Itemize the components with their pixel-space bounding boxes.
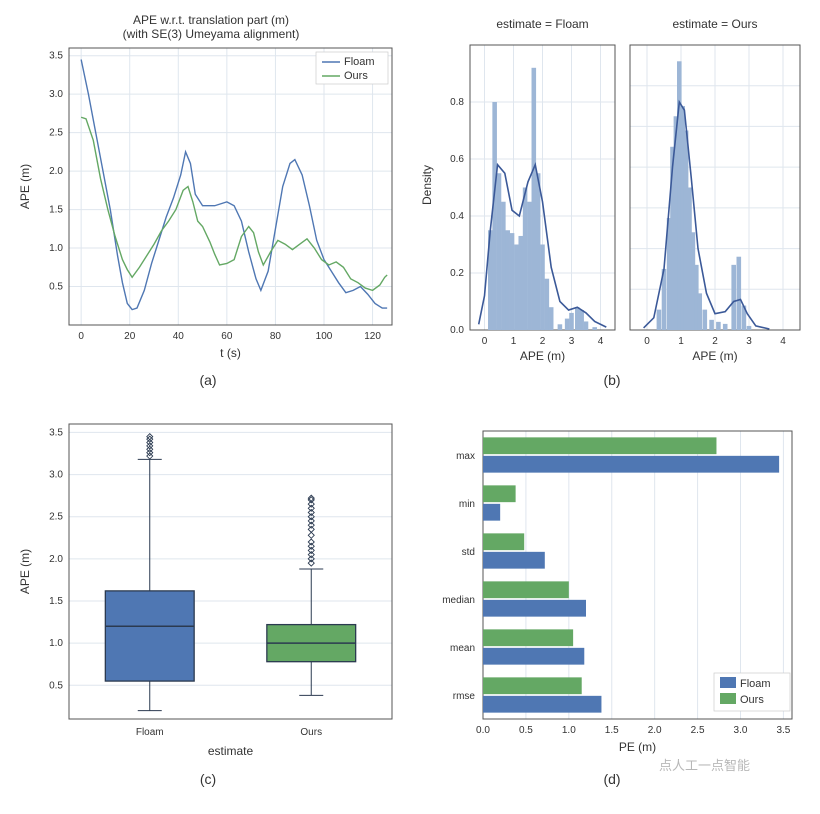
svg-text:3: 3 <box>568 336 574 347</box>
svg-text:rmse: rmse <box>452 691 475 702</box>
svg-text:100: 100 <box>315 331 332 342</box>
svg-text:2.5: 2.5 <box>49 512 63 523</box>
chart-grid: APE w.r.t. translation part (m)(with SE(… <box>10 10 810 800</box>
svg-text:min: min <box>458 499 474 510</box>
caption-b: (b) <box>603 372 620 388</box>
svg-text:2.0: 2.0 <box>49 166 63 177</box>
svg-text:1: 1 <box>678 336 684 347</box>
svg-text:1.5: 1.5 <box>49 205 63 216</box>
svg-text:1.0: 1.0 <box>561 725 575 736</box>
svg-text:Floam: Floam <box>135 727 163 738</box>
svg-text:APE (m): APE (m) <box>18 549 32 594</box>
svg-text:3.0: 3.0 <box>733 725 747 736</box>
svg-text:max: max <box>456 451 475 462</box>
caption-a: (a) <box>199 372 216 388</box>
svg-text:0: 0 <box>481 336 487 347</box>
svg-text:40: 40 <box>172 331 184 342</box>
svg-text:2.5: 2.5 <box>690 725 704 736</box>
svg-text:0: 0 <box>78 331 84 342</box>
svg-text:2: 2 <box>539 336 545 347</box>
caption-c: (c) <box>200 771 216 787</box>
svg-text:3.5: 3.5 <box>49 427 63 438</box>
svg-text:0.8: 0.8 <box>450 97 464 108</box>
svg-text:2.0: 2.0 <box>647 725 661 736</box>
svg-text:estimate = Floam: estimate = Floam <box>496 17 588 31</box>
panel-c: 0.5 1.0 1.5 2.0 2.5 3.0 3.5 APE (m) estimate Floa… <box>10 409 406 800</box>
svg-text:APE w.r.t. translation part (m: APE w.r.t. translation part (m) <box>132 13 288 27</box>
svg-text:1.5: 1.5 <box>49 596 63 607</box>
svg-text:PE (m): PE (m) <box>618 740 655 754</box>
svg-text:APE (m): APE (m) <box>519 349 564 363</box>
svg-text:Floam: Floam <box>344 56 375 68</box>
hbar-metrics: max min std median mean rmse 0.0 0.5 1.0 1.5 2.0 2.… <box>415 409 810 769</box>
svg-text:2.5: 2.5 <box>49 128 63 139</box>
svg-text:Ours: Ours <box>740 694 764 706</box>
svg-text:1.0: 1.0 <box>49 638 63 649</box>
svg-text:60: 60 <box>221 331 233 342</box>
svg-text:(with SE(3) Umeyama alignment): (with SE(3) Umeyama alignment) <box>122 27 299 41</box>
svg-text:0: 0 <box>644 336 650 347</box>
svg-text:0.5: 0.5 <box>518 725 532 736</box>
svg-text:std: std <box>461 547 474 558</box>
svg-text:2: 2 <box>712 336 718 347</box>
svg-text:80: 80 <box>269 331 281 342</box>
histograms-ape: estimate = Floam 0 1 2 3 4 0.0 0.2 0.4 0.6 0.8 APE … <box>415 10 810 370</box>
panel-a: APE w.r.t. translation part (m)(with SE(… <box>10 10 406 401</box>
svg-text:3.0: 3.0 <box>49 89 63 100</box>
panel-d: max min std median mean rmse 0.0 0.5 1.0 1.5 2.0 2.… <box>414 409 810 800</box>
svg-text:2.0: 2.0 <box>49 554 63 565</box>
svg-text:1.0: 1.0 <box>49 243 63 254</box>
svg-text:0.0: 0.0 <box>450 325 464 336</box>
svg-text:mean: mean <box>449 643 474 654</box>
svg-text:APE (m): APE (m) <box>692 349 737 363</box>
svg-text:0.2: 0.2 <box>450 268 464 279</box>
svg-text:Floam: Floam <box>740 678 771 690</box>
svg-text:3: 3 <box>746 336 752 347</box>
svg-text:4: 4 <box>780 336 786 347</box>
svg-text:Density: Density <box>420 165 434 205</box>
svg-text:median: median <box>442 595 475 606</box>
boxplot-ape: 0.5 1.0 1.5 2.0 2.5 3.0 3.5 APE (m) estimate Floa… <box>11 409 406 769</box>
svg-text:estimate = Ours: estimate = Ours <box>672 17 757 31</box>
svg-text:0.6: 0.6 <box>450 154 464 165</box>
svg-text:120: 120 <box>364 331 381 342</box>
svg-text:0.5: 0.5 <box>49 680 63 691</box>
svg-text:3.0: 3.0 <box>49 470 63 481</box>
svg-text:1.5: 1.5 <box>604 725 618 736</box>
svg-text:Ours: Ours <box>344 70 368 82</box>
svg-text:0.0: 0.0 <box>476 725 490 736</box>
line-chart-ape: APE w.r.t. translation part (m)(with SE(… <box>11 10 406 370</box>
svg-text:APE (m): APE (m) <box>18 164 32 209</box>
svg-text:0.4: 0.4 <box>450 211 464 222</box>
svg-text:Ours: Ours <box>300 727 322 738</box>
svg-text:3.5: 3.5 <box>49 51 63 62</box>
svg-text:3.5: 3.5 <box>776 725 790 736</box>
panel-b: estimate = Floam 0 1 2 3 4 0.0 0.2 0.4 0.6 0.8 APE … <box>414 10 810 401</box>
svg-text:t (s): t (s) <box>220 346 241 360</box>
svg-text:4: 4 <box>597 336 603 347</box>
caption-d: (d) <box>603 771 620 787</box>
svg-text:1: 1 <box>510 336 516 347</box>
svg-text:estimate: estimate <box>207 744 253 758</box>
svg-text:20: 20 <box>124 331 136 342</box>
svg-text:0.5: 0.5 <box>49 282 63 293</box>
